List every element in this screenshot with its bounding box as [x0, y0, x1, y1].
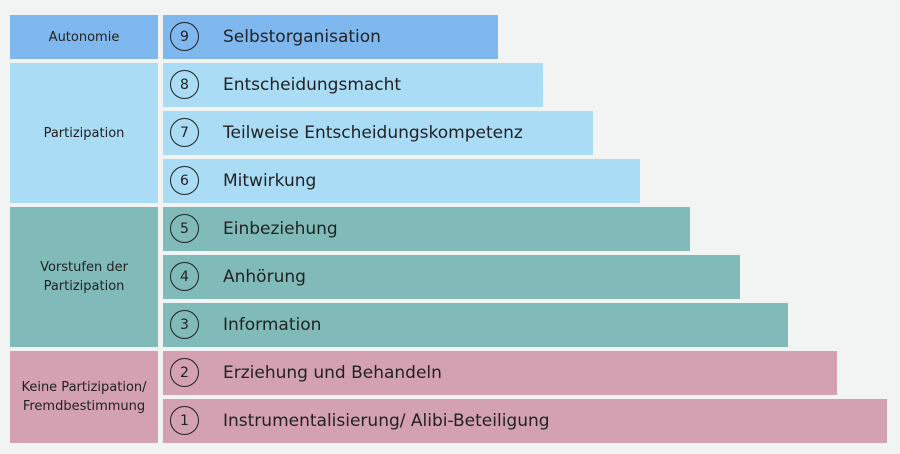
level-label: Einbeziehung — [223, 219, 338, 239]
level-number: 3 — [170, 310, 199, 339]
level-number: 7 — [170, 118, 199, 147]
level-label: Information — [223, 315, 322, 335]
level-bar: 6 Mitwirkung — [163, 159, 640, 203]
group-label: Autonomie — [10, 15, 158, 59]
level-number: 5 — [170, 214, 199, 243]
level-number: 4 — [170, 262, 199, 291]
level-bar: 5 Einbeziehung — [163, 207, 690, 251]
group-label: Partizipation — [10, 63, 158, 203]
level-label: Entscheidungsmacht — [223, 75, 402, 95]
level-bar: 1 Instrumentalisierung/ Alibi-Beteiligung — [163, 399, 887, 443]
level-number: 2 — [170, 358, 199, 387]
level-number: 8 — [170, 70, 199, 99]
level-label: Erziehung und Behandeln — [223, 363, 442, 383]
group-label: Vorstufen der Partizipation — [10, 207, 158, 347]
level-label: Mitwirkung — [223, 171, 317, 191]
level-bar: 7 Teilweise Entscheidungskompetenz — [163, 111, 593, 155]
level-label: Selbstorganisation — [223, 27, 381, 47]
level-bar: 9 Selbstorganisation — [163, 15, 498, 59]
level-bar: 3 Information — [163, 303, 788, 347]
level-number: 1 — [170, 406, 199, 435]
level-bar: 4 Anhörung — [163, 255, 740, 299]
level-label: Instrumentalisierung/ Alibi-Beteiligung — [223, 411, 550, 431]
group-label: Keine Partizipation/ Fremdbestimmung — [10, 351, 158, 443]
level-bar: 8 Entscheidungsmacht — [163, 63, 543, 107]
level-number: 6 — [170, 166, 199, 195]
level-number: 9 — [170, 22, 199, 51]
level-bar: 2 Erziehung und Behandeln — [163, 351, 837, 395]
level-label: Teilweise Entscheidungskompetenz — [223, 123, 523, 143]
level-label: Anhörung — [223, 267, 306, 287]
